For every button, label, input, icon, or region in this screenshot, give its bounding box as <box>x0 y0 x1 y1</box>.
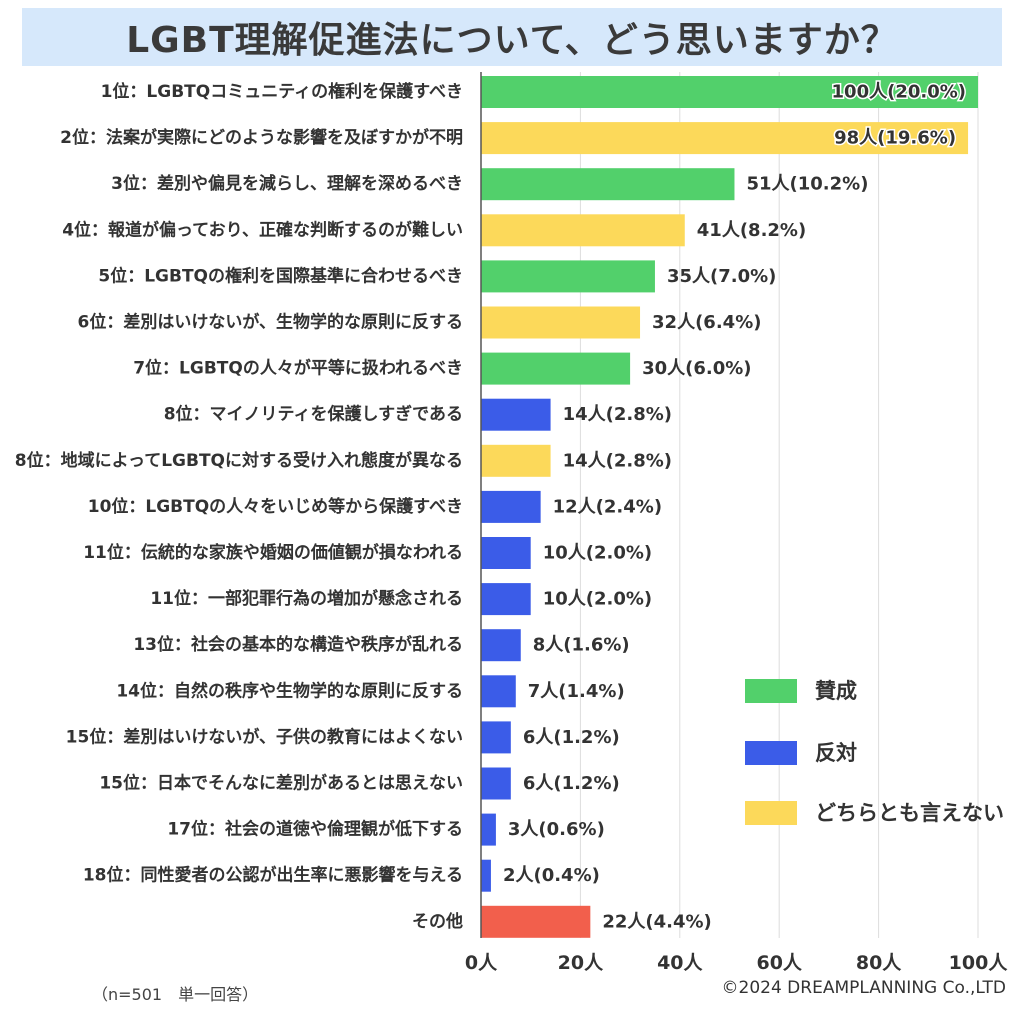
value-label: 3人(0.6%) <box>508 819 605 840</box>
value-label: 14人(2.8%) <box>563 404 672 425</box>
value-label: 6人(1.2%) <box>523 727 620 748</box>
x-tick-label: 40人 <box>657 952 703 974</box>
category-label: 11位：一部犯罪行為の増加が懸念される <box>150 588 463 609</box>
category-label: 1位：LGBTQコミュニティの権利を保護すべき <box>101 81 463 102</box>
x-tick-label: 100人 <box>949 952 1009 974</box>
category-label: その他 <box>412 911 463 932</box>
value-label: 100人(20.0%) <box>832 82 966 103</box>
bar <box>481 398 551 431</box>
bar <box>481 214 685 247</box>
value-label: 41人(8.2%) <box>697 220 806 241</box>
category-label: 2位：法案が実際にどのような影響を及ぼすかが不明 <box>60 127 463 148</box>
legend-label-oppose: 反対 <box>815 741 857 765</box>
category-label: 3位：差別や偏見を減らし、理解を深めるべき <box>111 173 463 194</box>
bar <box>481 767 511 800</box>
bar <box>481 168 735 201</box>
category-label: 5位：LGBTQの権利を国際基準に合わせるべき <box>98 265 463 286</box>
bar <box>481 444 551 477</box>
value-label: 8人(1.6%) <box>533 635 630 656</box>
x-tick-label: 60人 <box>756 952 802 974</box>
bar <box>481 721 511 754</box>
legend-swatch-oppose <box>745 741 797 765</box>
legend-label-neutral: どちらとも言えない <box>815 801 1004 825</box>
chart-title: LGBT理解促進法について、どう思いますか？ <box>126 20 898 61</box>
value-label: 51人(10.2%) <box>746 174 868 195</box>
value-label: 30人(6.0%) <box>642 358 751 379</box>
category-label: 14位：自然の秩序や生物学的な原則に反する <box>116 680 463 701</box>
value-label: 14人(2.8%) <box>563 450 672 471</box>
category-label: 6位：差別はいけないが、生物学的な原則に反する <box>78 312 464 333</box>
bar <box>481 905 591 938</box>
value-label: 98人(19.6%) <box>834 128 956 149</box>
value-label: 35人(7.0%) <box>667 266 776 287</box>
value-label: 7人(1.4%) <box>528 681 625 702</box>
value-label: 2人(0.4%) <box>503 865 600 886</box>
category-label: 8位：マイノリティを保護しすぎである <box>164 404 463 425</box>
bar <box>481 76 978 108</box>
value-label: 12人(2.4%) <box>553 496 662 517</box>
x-tick-label: 80人 <box>856 952 902 974</box>
x-tick-label: 20人 <box>558 952 604 974</box>
category-label: 13位：社会の基本的な構造や秩序が乱れる <box>133 634 463 655</box>
legend-label-agree: 賛成 <box>815 679 857 703</box>
copyright-text: ©2024 DREAMPLANNING Co.,LTD <box>721 978 1006 998</box>
category-label: 17位：社会の道徳や倫理観が低下する <box>167 819 463 840</box>
bar <box>481 813 496 846</box>
category-label: 15位：差別はいけないが、子供の教育にはよくない <box>66 726 463 747</box>
value-label: 10人(2.0%) <box>543 589 652 610</box>
bar <box>481 490 541 523</box>
bar <box>481 352 631 385</box>
bar <box>481 859 491 892</box>
bar <box>481 629 521 662</box>
title-band: LGBT理解促進法について、どう思いますか？ <box>22 8 1002 66</box>
bar <box>481 306 641 339</box>
sample-size-note: （n=501 単一回答） <box>92 985 259 1004</box>
category-label: 7位：LGBTQの人々が平等に扱われるべき <box>133 358 463 379</box>
bar <box>481 675 516 708</box>
value-label: 6人(1.2%) <box>523 773 620 794</box>
bar <box>481 260 655 293</box>
legend-swatch-agree <box>745 679 797 703</box>
bar <box>481 583 531 616</box>
category-label: 8位：地域によってLGBTQに対する受け入れ態度が異なる <box>15 450 463 471</box>
category-label: 18位：同性愛者の公認が出生率に悪影響を与える <box>83 865 463 886</box>
legend-swatch-neutral <box>745 801 797 825</box>
bar <box>481 537 531 569</box>
category-label: 4位：報道が偏っており、正確な判断するのが難しい <box>62 219 463 240</box>
value-label: 10人(2.0%) <box>543 543 652 564</box>
category-label: 11位：伝統的な家族や婚姻の価値観が損なわれる <box>83 542 463 563</box>
category-label: 15位：日本でそんなに差別があるとは思えない <box>99 773 463 794</box>
bar <box>481 122 969 155</box>
value-label: 32人(6.4%) <box>652 312 761 333</box>
category-label: 10位：LGBTQの人々をいじめ等から保護すべき <box>88 496 463 517</box>
value-label: 22人(4.4%) <box>602 911 711 932</box>
x-tick-label: 0人 <box>465 952 498 974</box>
